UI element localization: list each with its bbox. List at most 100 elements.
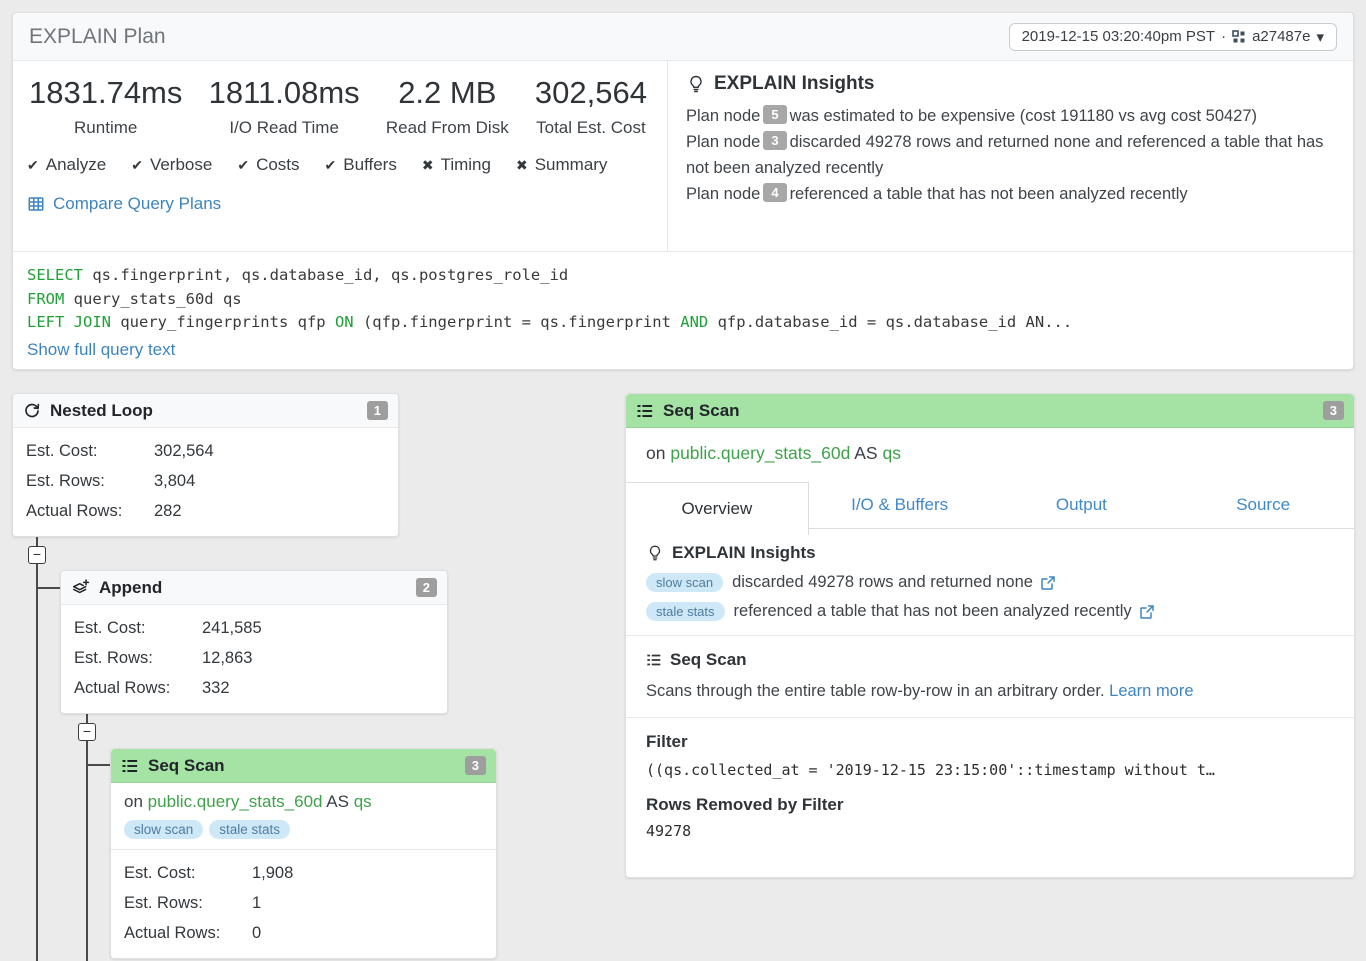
stat-label: Runtime [74,118,138,137]
node-title: Seq Scan [148,755,225,775]
check-icon: ✔ [237,156,250,173]
external-link-icon[interactable] [1040,575,1056,591]
flag-verbose: ✔ Verbose [131,155,212,175]
as-keyword: AS [326,792,349,811]
timestamp-text: 2019-12-15 03:20:40pm PST [1021,28,1216,45]
insight-text: discarded 49278 rows and returned none [732,573,1033,591]
plan-node-append[interactable]: Append 2 Est. Cost: 241,585 Est. Rows: 12,… [60,570,448,714]
table-name-link[interactable]: public.query_stats_60d [670,443,851,463]
sql-keyword: LEFT JOIN [27,313,111,331]
stat-row-label: Est. Cost: [124,863,196,882]
external-link-icon[interactable] [1139,604,1155,620]
node-details-panel: Seq Scan 3 on public.query_stats_60d AS … [625,393,1355,878]
collapse-toggle[interactable]: − [78,723,96,741]
node-stat-row: Est. Rows: 1 [124,888,483,918]
plan-stats-column: 1831.74ms Runtime 1811.08ms I/O Read Tim… [13,61,667,251]
table-alias-link[interactable]: qs [353,792,372,811]
stat-row-label: Actual Rows: [26,501,123,520]
flag-label: Summary [534,155,608,174]
stat-row-label: Est. Cost: [74,618,146,637]
sql-text: qs.fingerprint, qs.database_id, qs.postg… [83,266,569,284]
node-stat-row: Est. Rows: 12,863 [74,643,434,673]
stat-read-from-disk: 2.2 MB Read From Disk [386,75,509,138]
flag-label: Verbose [149,155,213,174]
stat-row-value: 1 [252,893,262,912]
plan-fingerprint: a27487e [1252,28,1311,45]
node-help-section: Seq Scan Scans through the entire table … [626,636,1354,718]
tree-connector [38,587,60,589]
details-insights-title: EXPLAIN Insights [672,543,816,562]
stat-total-est-cost: 302,564 Total Est. Cost [535,75,647,138]
stat-row-value: 302,564 [154,441,214,460]
collapse-toggle[interactable]: − [28,546,46,564]
insight-text: was estimated to be expensive (cost 1911… [789,107,1258,125]
plan-node-seq-scan[interactable]: Seq Scan 3 on public.query_stats_60d AS … [110,748,497,959]
node-number-badge: 3 [1322,401,1344,420]
show-full-query-link[interactable]: Show full query text [27,339,176,359]
flag-label: Costs [256,155,300,174]
node-help-text: Scans through the entire table row-by-ro… [646,682,1105,700]
node-stat-row: Actual Rows: 0 [124,918,483,948]
stat-value: 1811.08ms [208,75,360,110]
insight-text: referenced a table that has not been ana… [733,602,1132,620]
sql-text: (qfp.fingerprint = qs.fingerprint [353,313,681,331]
tab-source[interactable]: Source [1172,482,1354,529]
compare-query-plans-link[interactable]: Compare Query Plans [27,194,653,214]
on-prefix: on [124,792,143,811]
check-icon: ✔ [131,156,143,173]
sql-line: SELECT qs.fingerprint, qs.database_id, q… [27,264,1339,288]
stat-row-value: 0 [252,923,262,942]
stat-label: Total Est. Cost [536,118,646,137]
on-prefix: on [646,443,666,463]
plan-node-badge[interactable]: 5 [763,105,787,124]
node-number-badge: 3 [464,756,486,775]
flag-label: Timing [440,155,491,174]
stat-row-label: Actual Rows: [74,678,171,697]
tab-io-buffers[interactable]: I/O & Buffers [808,482,991,529]
details-title: Seq Scan [663,400,740,420]
node-number-badge: 1 [366,401,388,420]
sql-line: LEFT JOIN query_fingerprints qfp ON (qfp… [27,311,1339,335]
sql-keyword: FROM [27,289,65,308]
details-table-ref: on public.query_stats_60d AS qs [626,428,1354,482]
sql-keyword: ON [334,313,354,331]
plan-node-badge[interactable]: 4 [763,183,787,202]
query-text-block: SELECT qs.fingerprint, qs.database_id, q… [13,251,1353,362]
table-rows-icon [646,652,662,668]
filter-label: Filter [646,732,688,751]
node-stat-row: Est. Rows: 3,804 [26,466,385,496]
plan-node-badge[interactable]: 3 [763,131,787,150]
learn-more-link[interactable]: Learn more [1109,682,1194,700]
flag-label: Analyze [45,155,107,174]
tab-output[interactable]: Output [990,482,1173,529]
plan-node-nested-loop[interactable]: Nested Loop 1 Est. Cost: 302,564 Est. Row… [12,393,399,537]
insight-row: stale stats referenced a table that has … [646,602,1334,621]
stat-row-label: Est. Rows: [26,471,105,490]
table-alias-link[interactable]: qs [882,443,901,463]
insight-row: slow scan discarded 49278 rows and retur… [646,573,1334,592]
insight-tag-stale-stats: stale stats [209,820,291,839]
insights-title: EXPLAIN Insights [714,73,875,94]
table-grid-icon [27,195,45,213]
filter-expression: ((qs.collected_at = '2019-12-15 23:15:00… [646,761,1215,779]
check-icon: ✔ [324,156,337,173]
filter-section: Filter ((qs.collected_at = '2019-12-15 2… [626,718,1354,854]
chevron-down-icon: ▾ [1316,28,1324,46]
node-stat-row: Est. Cost: 1,908 [124,858,483,888]
tab-overview[interactable]: Overview [626,482,809,535]
tree-connector [36,564,38,961]
table-name-link[interactable]: public.query_stats_60d [147,792,323,811]
stat-row-value: 12,863 [202,648,253,667]
rows-removed-value: 49278 [646,822,692,840]
stat-row-value: 3,804 [154,471,196,490]
x-icon: ✖ [515,156,528,173]
insight-text: referenced a table that has not been ana… [789,185,1188,203]
flag-costs: ✔ Costs [237,155,299,175]
compare-link-label: Compare Query Plans [53,194,222,213]
node-stat-row: Est. Cost: 241,585 [74,613,434,643]
node-title: Append [99,577,163,597]
plan-selector-button[interactable]: 2019-12-15 03:20:40pm PST · a27487e ▾ [1008,22,1337,51]
check-icon: ✔ [27,156,39,173]
table-rows-icon [636,402,654,420]
stats-row: 1831.74ms Runtime 1811.08ms I/O Read Tim… [27,71,653,138]
